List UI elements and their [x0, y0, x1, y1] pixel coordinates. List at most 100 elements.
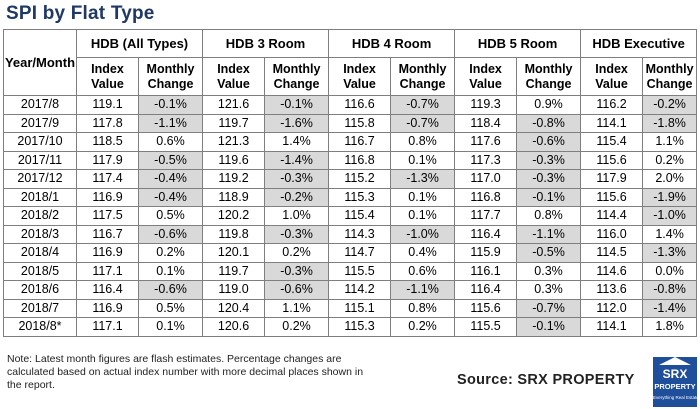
index-value-cell: 119.6: [202, 150, 266, 170]
monthly-change-cell: -0.1%: [264, 95, 330, 115]
monthly-change-cell: -0.6%: [137, 224, 204, 244]
table-row: 2017/11 117.9 -0.5% 119.6 -1.4% 116.8 0.1% 117.…: [3, 150, 698, 170]
index-value-cell: 119.0: [202, 280, 266, 300]
row-year-month: 2018/3: [3, 224, 77, 244]
index-value-cell: 115.3: [328, 317, 392, 337]
table-row: 2017/10 118.5 0.6% 121.3 1.4% 116.7 0.8% 117.6-…: [3, 132, 698, 152]
monthly-change-cell: -0.7%: [390, 113, 456, 133]
monthly-change-cell: 0.8%: [390, 298, 456, 318]
index-value-cell: 114.3: [328, 224, 392, 244]
index-value-cell: 120.1: [202, 243, 266, 263]
monthly-change-cell: 1.4%: [642, 224, 698, 244]
index-value-cell: 112.0: [580, 298, 644, 318]
monthly-change-cell: -0.6%: [137, 280, 204, 300]
index-value-cell: 119.8: [202, 224, 266, 244]
monthly-change-cell: 0.2%: [390, 317, 456, 337]
monthly-change-cell: -0.6%: [516, 132, 582, 152]
row-year-month: 2018/2: [3, 206, 77, 226]
index-value-cell: 117.4: [76, 169, 139, 189]
index-value-cell: 115.6: [454, 298, 518, 318]
monthly-change-cell: -0.7%: [516, 298, 582, 318]
header-monthly-change: Monthly Change: [516, 57, 582, 96]
table-row: 2018/5 117.1 0.1% 119.7 -0.3% 115.5 0.6% 116.1 0…: [3, 261, 698, 281]
monthly-change-cell: 0.3%: [516, 280, 582, 300]
index-value-cell: 117.1: [76, 317, 139, 337]
monthly-change-cell: -0.3%: [264, 261, 330, 281]
row-year-month: 2018/4: [3, 243, 77, 263]
monthly-change-cell: 0.6%: [137, 132, 204, 152]
row-year-month: 2018/5: [3, 261, 77, 281]
index-value-cell: 115.6: [580, 187, 644, 207]
monthly-change-cell: 0.8%: [516, 206, 582, 226]
monthly-change-cell: -1.1%: [516, 224, 582, 244]
index-value-cell: 118.9: [202, 187, 266, 207]
index-value-cell: 117.9: [76, 150, 139, 170]
index-value-cell: 118.5: [76, 132, 139, 152]
index-value-cell: 116.9: [76, 243, 139, 263]
index-value-cell: 121.6: [202, 95, 266, 115]
monthly-change-cell: -0.2%: [642, 95, 698, 115]
row-year-month: 2017/10: [3, 132, 77, 152]
monthly-change-cell: 1.8%: [642, 317, 698, 337]
index-value-cell: 114.1: [580, 113, 644, 133]
monthly-change-cell: 0.9%: [516, 95, 582, 115]
header-index-value: Index Value: [328, 57, 392, 96]
header-group: HDB 5 Room: [454, 29, 582, 58]
monthly-change-cell: 0.8%: [390, 132, 456, 152]
monthly-change-cell: -0.3%: [516, 150, 582, 170]
monthly-change-cell: -0.4%: [137, 169, 204, 189]
monthly-change-cell: -1.8%: [642, 113, 698, 133]
logo-mark: SRX: [662, 367, 688, 381]
index-value-cell: 115.4: [328, 206, 392, 226]
table-row: 2017/8 119.1 -0.1% 121.6 -0.1% 116.6 -0.7% 119.…: [3, 95, 698, 115]
row-year-month: 2018/8*: [3, 317, 77, 337]
index-value-cell: 114.4: [580, 206, 644, 226]
monthly-change-cell: 0.2%: [264, 317, 330, 337]
header-monthly-change: Monthly Change: [137, 57, 204, 96]
monthly-change-cell: -0.7%: [390, 95, 456, 115]
monthly-change-cell: 0.1%: [137, 317, 204, 337]
source-label: Source: SRX PROPERTY: [457, 372, 635, 388]
row-year-month: 2018/6: [3, 280, 77, 300]
header-group: HDB 3 Room: [202, 29, 330, 58]
index-value-cell: 117.8: [76, 113, 139, 133]
header-row-subheaders: Index Value Monthly Change Index Value Mont…: [4, 57, 698, 96]
index-value-cell: 116.9: [76, 187, 139, 207]
row-year-month: 2017/9: [3, 113, 77, 133]
monthly-change-cell: 1.1%: [264, 298, 330, 318]
monthly-change-cell: -0.4%: [137, 187, 204, 207]
index-value-cell: 120.4: [202, 298, 266, 318]
monthly-change-cell: -0.1%: [516, 317, 582, 337]
index-value-cell: 116.7: [328, 132, 392, 152]
monthly-change-cell: -0.2%: [264, 187, 330, 207]
index-value-cell: 120.6: [202, 317, 266, 337]
index-value-cell: 119.7: [202, 113, 266, 133]
header-monthly-change: Monthly Change: [390, 57, 456, 96]
index-value-cell: 115.6: [580, 150, 644, 170]
monthly-change-cell: -0.3%: [516, 169, 582, 189]
monthly-change-cell: -1.4%: [264, 150, 330, 170]
monthly-change-cell: 0.5%: [137, 298, 204, 318]
index-value-cell: 117.0: [454, 169, 518, 189]
monthly-change-cell: -1.1%: [137, 113, 204, 133]
monthly-change-cell: -1.4%: [642, 298, 698, 318]
monthly-change-cell: -1.1%: [390, 280, 456, 300]
index-value-cell: 117.9: [580, 169, 644, 189]
index-value-cell: 114.5: [580, 243, 644, 263]
index-value-cell: 115.4: [580, 132, 644, 152]
index-value-cell: 115.5: [328, 261, 392, 281]
index-value-cell: 117.1: [76, 261, 139, 281]
header-year-month: Year/Month: [3, 29, 77, 96]
index-value-cell: 115.8: [328, 113, 392, 133]
monthly-change-cell: 0.6%: [390, 261, 456, 281]
spi-table: Year/Month HDB (All Types) HDB 3 Room HDB …: [3, 29, 698, 337]
monthly-change-cell: 1.4%: [264, 132, 330, 152]
table-row: 2018/8* 117.1 0.1% 120.6 0.2% 115.3 0.2% 115.5-…: [3, 317, 698, 337]
monthly-change-cell: -0.6%: [264, 280, 330, 300]
table-row: 2018/6 116.4 -0.6% 119.0 -0.6% 114.2 -1.1% 116.…: [3, 280, 698, 300]
monthly-change-cell: 0.2%: [137, 243, 204, 263]
monthly-change-cell: -0.8%: [516, 113, 582, 133]
index-value-cell: 114.7: [328, 243, 392, 263]
monthly-change-cell: -0.8%: [642, 280, 698, 300]
logo-tagline: Everything Real Estate: [653, 395, 699, 400]
